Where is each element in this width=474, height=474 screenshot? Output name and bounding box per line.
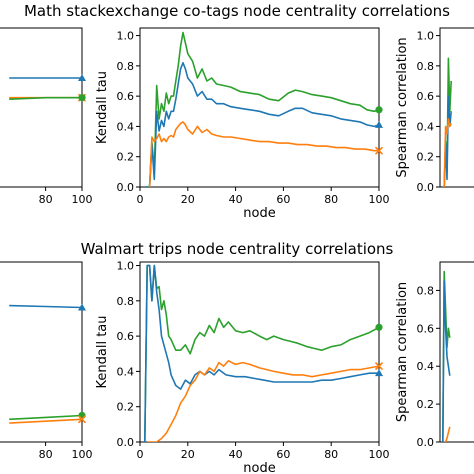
plot-area xyxy=(442,270,451,442)
series-line-1 xyxy=(144,264,379,442)
axes-frame xyxy=(139,261,380,443)
x-tick-label: 80 xyxy=(324,448,338,461)
series-line-2 xyxy=(9,418,82,424)
y-tick-label: 1.0 xyxy=(117,260,135,273)
x-tick-label: 40 xyxy=(229,448,243,461)
series-line-2 xyxy=(148,121,379,187)
y-tick-label: 0.2 xyxy=(117,401,135,414)
x-tick-label: 80 xyxy=(39,193,53,206)
y-tick-label: 0.0 xyxy=(117,181,135,194)
series-line-2 xyxy=(147,359,379,442)
x-axis-label: node xyxy=(243,461,275,474)
bottom-figure-title: Walmart trips node centrality correlatio… xyxy=(81,240,394,258)
plot-area xyxy=(144,264,379,442)
y-tick-label: 0.8 xyxy=(117,60,135,73)
y-tick-label: 0.8 xyxy=(417,284,435,297)
y-tick-label: 1.0 xyxy=(417,30,435,43)
x-tick-label: 100 xyxy=(369,193,390,206)
axes-frame xyxy=(0,27,83,188)
y-tick-label: 0.6 xyxy=(117,330,135,343)
axes-frame xyxy=(439,27,474,188)
y-tick-label: 0.0 xyxy=(117,436,135,449)
series-marker xyxy=(78,94,86,102)
series-line-0 xyxy=(144,264,379,442)
y-tick-label: 0.4 xyxy=(117,120,135,133)
axes-frame xyxy=(139,27,380,188)
panel-bottom-right: 0.0 0.2 0.4 0.6 0.8 Spearman correlation xyxy=(395,261,474,449)
series-line-1 xyxy=(9,414,82,421)
y-tick-label: 1.0 xyxy=(117,30,135,43)
series-line-2 xyxy=(443,118,452,187)
x-tick-label: 100 xyxy=(369,448,390,461)
y-axis-label: Spearman correlation xyxy=(395,37,410,177)
plot-area xyxy=(9,77,82,100)
panel-bottom-middle: 0.0 0.2 0.4 0.6 0.8 1.0 0 20 40 60 80 100 node Kendal… xyxy=(95,260,390,474)
x-tick-label: 40 xyxy=(229,193,243,206)
axes-frame xyxy=(0,261,83,443)
series-line-2 xyxy=(9,96,82,100)
y-tick-label: 0.0 xyxy=(417,181,435,194)
plot-area xyxy=(144,31,379,187)
axes-frame xyxy=(439,261,474,443)
x-tick-label: 100 xyxy=(72,193,93,206)
panel-top-middle: 0.0 0.2 0.4 0.6 0.8 1.0 0 20 40 60 80 100 node Kendal… xyxy=(95,27,390,221)
x-tick-label: 60 xyxy=(276,193,290,206)
series-marker xyxy=(375,369,383,377)
plot-area xyxy=(9,304,82,424)
x-tick-label: 60 xyxy=(276,448,290,461)
plot-area xyxy=(442,57,452,187)
y-tick-label: 0.2 xyxy=(117,151,135,164)
series-marker xyxy=(375,120,383,128)
x-tick-label: 20 xyxy=(181,448,195,461)
x-tick-label: 100 xyxy=(72,448,93,461)
y-tick-label: 0.4 xyxy=(417,360,435,373)
series-line-0 xyxy=(9,304,82,309)
series-line-2 xyxy=(444,426,451,442)
x-tick-label: 80 xyxy=(324,193,338,206)
chart-panels: 80 100 0.0 0.2 0.4 0.6 0.8 1.0 0 20 40 60 80 100 node K… xyxy=(0,27,474,474)
series-line-0 xyxy=(144,31,379,187)
y-tick-label: 0.2 xyxy=(417,398,435,411)
series-marker xyxy=(375,106,383,114)
y-tick-label: 0.4 xyxy=(417,120,435,133)
series-marker xyxy=(374,362,384,371)
series-marker xyxy=(78,303,86,311)
y-axis-label: Kendall tau xyxy=(95,71,110,144)
series-line-1 xyxy=(442,280,451,442)
y-tick-label: 0.8 xyxy=(417,60,435,73)
series-line-1 xyxy=(144,61,379,187)
y-tick-label: 0.4 xyxy=(117,365,135,378)
x-tick-label: 80 xyxy=(39,448,53,461)
panel-top-right: 0.0 0.2 0.4 0.6 0.8 1.0 Spearman correlation xyxy=(395,27,474,194)
y-tick-label: 0.8 xyxy=(117,295,135,308)
series-marker xyxy=(375,323,383,331)
y-axis-label: Spearman correlation xyxy=(395,282,410,422)
series-marker xyxy=(78,411,86,420)
series-marker xyxy=(374,146,384,155)
y-tick-label: 0.6 xyxy=(417,322,435,335)
y-tick-label: 0.2 xyxy=(417,151,435,164)
x-axis-label: node xyxy=(243,206,275,221)
panel-top-left: 80 100 xyxy=(0,27,93,206)
y-tick-label: 0.6 xyxy=(117,90,135,103)
x-tick-label: 20 xyxy=(181,193,195,206)
top-figure-title: Math stackexchange co-tags node centrali… xyxy=(24,2,450,20)
y-tick-label: 0.6 xyxy=(417,90,435,103)
x-tick-label: 0 xyxy=(137,448,144,461)
y-axis-label: Kendall tau xyxy=(95,316,110,389)
panel-bottom-left: 80 100 xyxy=(0,261,93,461)
series-marker xyxy=(77,415,87,424)
series-marker xyxy=(78,73,86,81)
x-tick-label: 0 xyxy=(137,193,144,206)
y-tick-label: 0.0 xyxy=(417,436,435,449)
